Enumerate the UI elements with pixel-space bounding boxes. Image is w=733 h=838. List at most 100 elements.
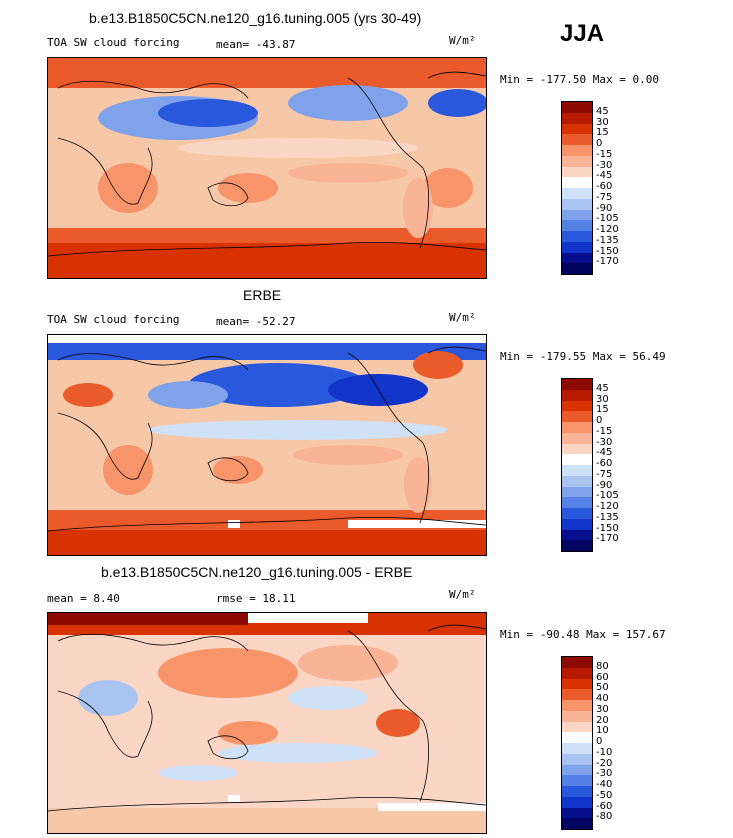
colorbar-cell bbox=[562, 700, 592, 711]
colorbar-tick-label: -135 bbox=[596, 234, 619, 246]
colorbar-tick-label: -90 bbox=[596, 202, 613, 214]
colorbar-cell bbox=[562, 497, 592, 508]
panel1-units: W/m² bbox=[449, 34, 476, 47]
colorbar-cell bbox=[562, 678, 592, 690]
colorbar-cell bbox=[562, 443, 592, 455]
panel3-title: b.e13.B1850C5CN.ne120_g16.tuning.005 - E… bbox=[101, 564, 413, 580]
colorbar-cell bbox=[562, 796, 592, 808]
colorbar-cell bbox=[562, 411, 592, 422]
colorbar-cell bbox=[562, 743, 592, 754]
colorbar-cell bbox=[562, 732, 592, 743]
colorbar-cell bbox=[562, 134, 592, 145]
colorbar-cell bbox=[562, 775, 592, 786]
colorbar-tick-label: -60 bbox=[596, 800, 613, 812]
colorbar-tick-label: -20 bbox=[596, 757, 613, 769]
colorbar-cell bbox=[562, 102, 592, 113]
colorbar-tick-label: -60 bbox=[596, 181, 613, 192]
colorbar-tick-label: -135 bbox=[596, 511, 619, 523]
colorbar-cell bbox=[562, 432, 592, 444]
colorbar-tick-label: -80 bbox=[596, 811, 613, 823]
colorbar-tick-label: -75 bbox=[596, 191, 613, 203]
colorbar-tick-label: -45 bbox=[596, 447, 613, 459]
panel3-rmse: rmse = 18.11 bbox=[216, 592, 296, 605]
colorbar-cell bbox=[562, 145, 592, 156]
colorbar-tick-label: 0 bbox=[596, 138, 603, 149]
colorbar-tick-label: 10 bbox=[596, 725, 609, 737]
colorbar-cell bbox=[562, 112, 592, 124]
colorbar-cell bbox=[562, 379, 592, 390]
panel2-colorbar bbox=[561, 378, 593, 552]
colorbar-tick-label: 30 bbox=[596, 703, 609, 715]
colorbar-tick-label: -120 bbox=[596, 224, 619, 235]
panel2-left-label: TOA SW cloud forcing bbox=[47, 313, 180, 326]
colorbar-cell bbox=[562, 753, 592, 765]
colorbar-cell bbox=[562, 721, 592, 733]
colorbar-cell bbox=[562, 400, 592, 412]
colorbar-tick-label: -105 bbox=[596, 213, 619, 225]
colorbar-cell bbox=[562, 188, 592, 199]
panel3-units: W/m² bbox=[449, 588, 476, 601]
colorbar-tick-label: -105 bbox=[596, 490, 619, 502]
panel2-title: ERBE bbox=[243, 287, 282, 303]
colorbar-tick-label: 45 bbox=[596, 382, 609, 394]
colorbar-cell bbox=[562, 198, 592, 210]
colorbar-cell bbox=[562, 475, 592, 487]
colorbar-tick-label: -15 bbox=[596, 425, 613, 437]
colorbar-cell bbox=[562, 123, 592, 135]
panel1-left-label: TOA SW cloud forcing bbox=[47, 36, 180, 49]
colorbar-tick-label: -40 bbox=[596, 779, 613, 790]
panel1-colorbar bbox=[561, 101, 593, 275]
panel2-mean: mean= -52.27 bbox=[216, 315, 296, 328]
colorbar-cell bbox=[562, 231, 592, 242]
colorbar-cell bbox=[562, 155, 592, 167]
colorbar-tick-label: -15 bbox=[596, 148, 613, 160]
panel2-map bbox=[47, 334, 487, 556]
colorbar-tick-label: -30 bbox=[596, 436, 613, 448]
panel2-units: W/m² bbox=[449, 311, 476, 324]
colorbar-cell bbox=[562, 689, 592, 700]
colorbar-tick-label: -90 bbox=[596, 479, 613, 491]
colorbar-cell bbox=[562, 540, 592, 551]
colorbar-tick-label: 0 bbox=[596, 415, 603, 426]
colorbar-tick-label: 20 bbox=[596, 714, 609, 726]
colorbar-cell bbox=[562, 263, 592, 274]
colorbar-tick-label: 15 bbox=[596, 127, 609, 139]
panel2-minmax: Min = -179.55 Max = 56.49 bbox=[500, 350, 666, 363]
colorbar-tick-label: -30 bbox=[596, 768, 613, 780]
colorbar-tick-label: -170 bbox=[596, 256, 619, 268]
colorbar-tick-label: 30 bbox=[596, 116, 609, 128]
panel3-minmax: Min = -90.48 Max = 157.67 bbox=[500, 628, 666, 641]
colorbar-tick-label: -50 bbox=[596, 789, 613, 801]
colorbar-cell bbox=[562, 657, 592, 668]
colorbar-cell bbox=[562, 508, 592, 519]
colorbar-cell bbox=[562, 818, 592, 829]
colorbar-cell bbox=[562, 389, 592, 401]
colorbar-cell bbox=[562, 529, 592, 541]
colorbar-tick-label: -75 bbox=[596, 468, 613, 480]
colorbar-cell bbox=[562, 252, 592, 264]
colorbar-tick-label: -45 bbox=[596, 170, 613, 182]
colorbar-tick-label: -150 bbox=[596, 245, 619, 257]
colorbar-cell bbox=[562, 786, 592, 797]
colorbar-tick-label: 80 bbox=[596, 660, 609, 672]
colorbar-cell bbox=[562, 486, 592, 498]
colorbar-cell bbox=[562, 209, 592, 221]
colorbar-tick-label: -170 bbox=[596, 533, 619, 545]
colorbar-cell bbox=[562, 220, 592, 231]
panel1-colorbar-labels: 45 30 15 0 -15 -30 -45 -60 -75 -90 -105 -120 -135 -15… bbox=[596, 101, 656, 273]
colorbar-cell bbox=[562, 667, 592, 679]
panel3-colorbar bbox=[561, 656, 593, 830]
panel1-mean: mean= -43.87 bbox=[216, 38, 296, 51]
colorbar-tick-label: -30 bbox=[596, 159, 613, 171]
panel3-colorbar-labels: 80 60 50 40 30 20 10 0 -10 -20 -30 -40 -50 -60 -80 bbox=[596, 656, 656, 828]
colorbar-tick-label: -60 bbox=[596, 458, 613, 469]
panel3-mean: mean = 8.40 bbox=[47, 592, 120, 605]
colorbar-tick-label: 15 bbox=[596, 404, 609, 416]
panel1-minmax: Min = -177.50 Max = 0.00 bbox=[500, 73, 659, 86]
colorbar-cell bbox=[562, 166, 592, 178]
colorbar-tick-label: -150 bbox=[596, 522, 619, 534]
colorbar-tick-label: 0 bbox=[596, 736, 603, 747]
colorbar-tick-label: 30 bbox=[596, 393, 609, 405]
season-label: JJA bbox=[560, 20, 605, 47]
colorbar-cell bbox=[562, 764, 592, 776]
